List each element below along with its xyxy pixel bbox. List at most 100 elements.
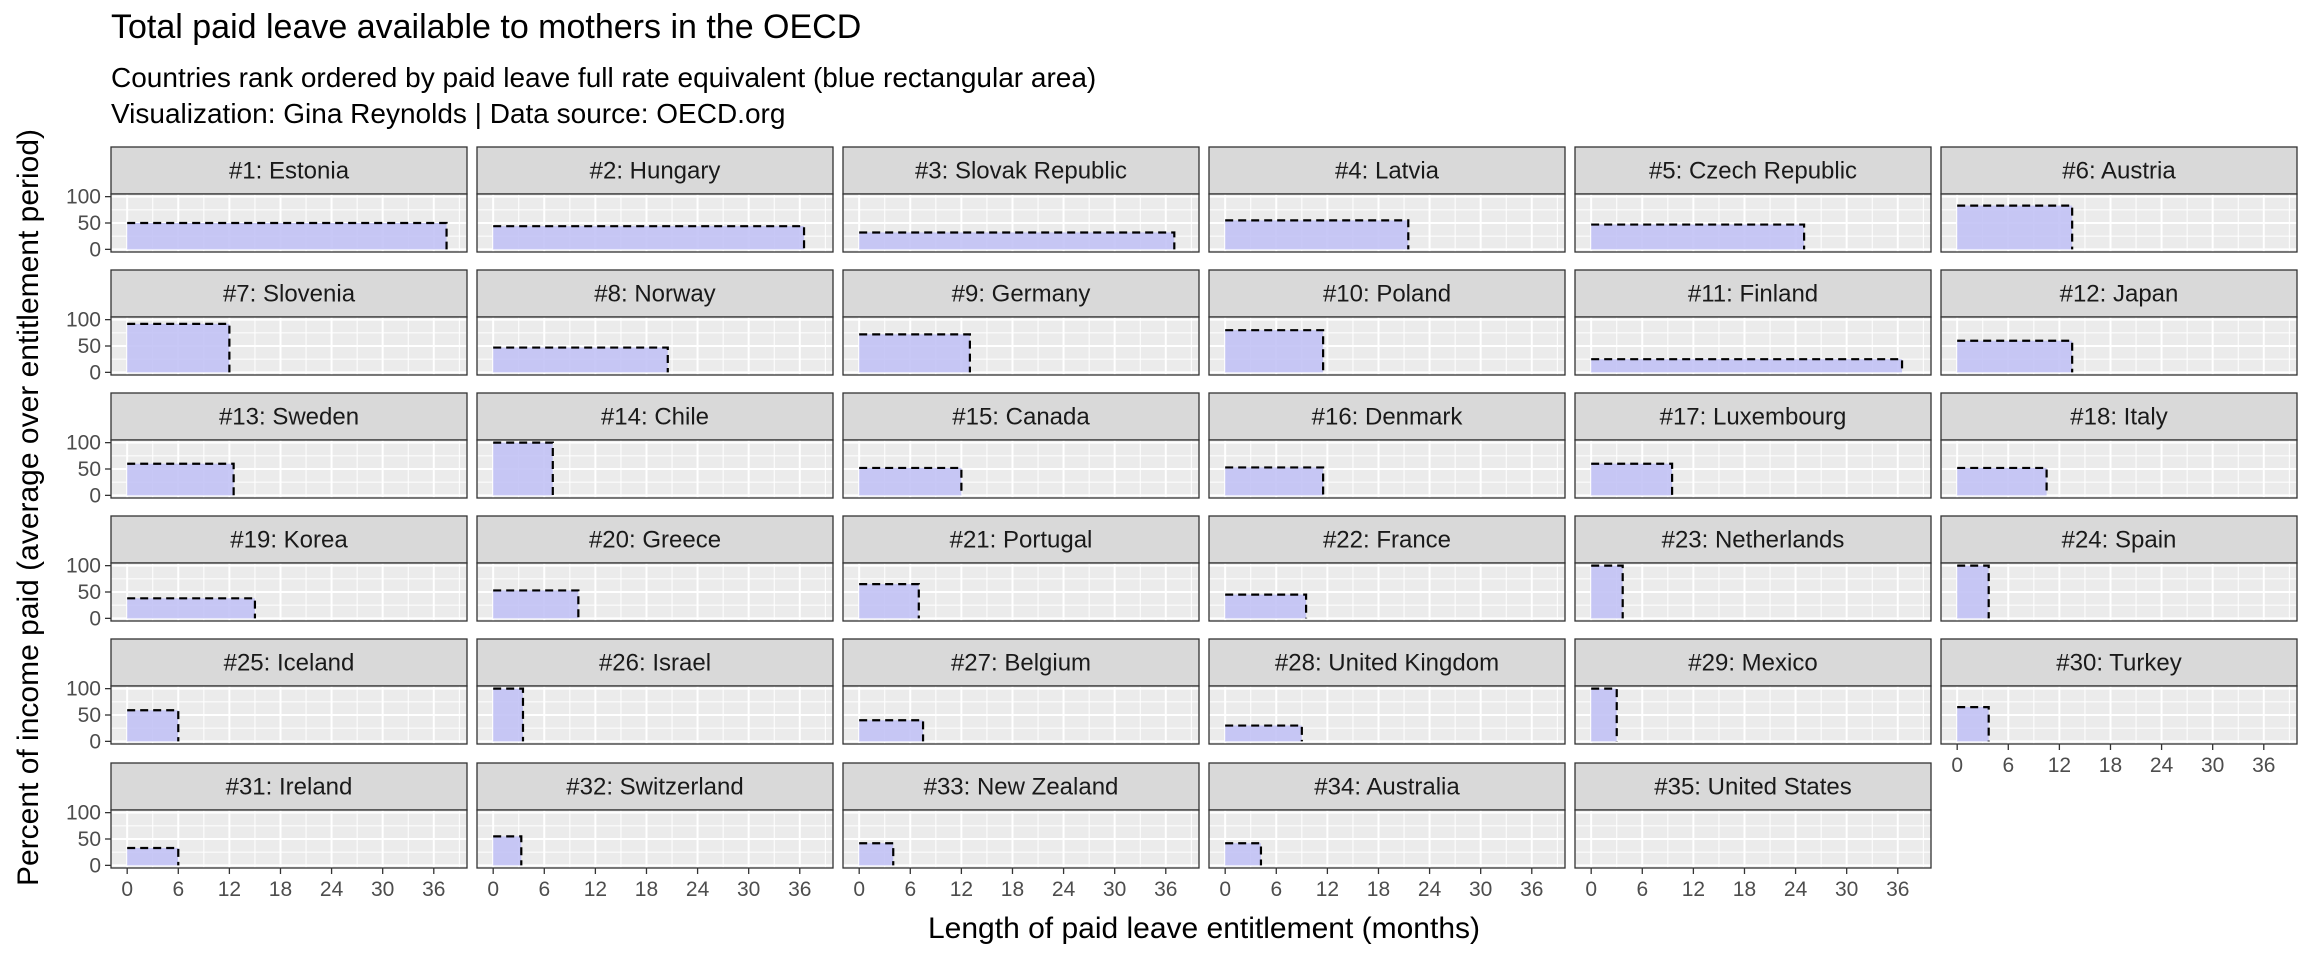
subtitle-line-1: Countries rank ordered by paid leave ful… — [111, 62, 1097, 93]
facet-panel: #27: Belgium — [842, 638, 1200, 745]
leave-area — [1957, 565, 1989, 619]
facet-panel: #24: Spain — [1940, 515, 2298, 622]
facet-label: #30: Turkey — [2056, 650, 2181, 677]
x-tick-label: 18 — [1733, 878, 1756, 901]
facet-strip — [1208, 392, 1566, 441]
leave-area — [1957, 467, 2047, 496]
leave-area — [1591, 565, 1623, 619]
x-tick-label: 6 — [904, 878, 916, 901]
facet-strip — [1940, 146, 2298, 195]
leave-area — [1591, 688, 1617, 742]
facet-panel: #23: Netherlands — [1574, 515, 1932, 622]
facet-label: #3: Slovak Republic — [915, 158, 1127, 185]
facet-panel: #19: Korea 0 50 100 — [66, 515, 468, 630]
facet-strip — [842, 392, 1200, 441]
x-tick-label: 18 — [2099, 754, 2122, 777]
facet-label: #29: Mexico — [1688, 650, 1817, 677]
facet-label: #11: Finland — [1688, 281, 1818, 308]
facet-panel: #3: Slovak Republic — [842, 146, 1200, 253]
leave-outline — [859, 231, 1176, 250]
y-axis-title: Percent of income paid (average over ent… — [12, 129, 45, 886]
facet-panel: #13: Sweden 0 50 100 — [66, 392, 468, 507]
panel-border — [1208, 809, 1566, 869]
leave-area — [127, 710, 179, 742]
x-tick-label: 6 — [2002, 754, 2014, 777]
facet-strip — [1208, 638, 1566, 687]
x-tick-label: 12 — [1682, 878, 1705, 901]
x-tick-label: 0 — [1219, 878, 1231, 901]
x-tick-label: 30 — [1469, 878, 1492, 901]
facet-label: #32: Switzerland — [566, 774, 743, 801]
x-tick-label: 18 — [1001, 878, 1024, 901]
facet-strip — [842, 269, 1200, 318]
facet-panel: #29: Mexico — [1574, 638, 1932, 745]
facet-panel: #1: Estonia 0 50 100 — [66, 146, 468, 261]
leave-outline — [127, 846, 180, 866]
x-tick-label: 36 — [1886, 878, 1909, 901]
x-tick-label: 30 — [1835, 878, 1858, 901]
leave-outline — [1591, 358, 1904, 373]
leave-outline — [1225, 219, 1410, 250]
leave-outline — [493, 225, 806, 250]
x-tick-label: 24 — [1052, 878, 1076, 901]
facet-label: #20: Greece — [589, 527, 721, 554]
leave-outline — [127, 462, 235, 496]
leave-outline — [127, 597, 257, 619]
facet-strip — [110, 146, 468, 195]
x-tick-label: 6 — [1636, 878, 1648, 901]
facet-label: #5: Czech Republic — [1649, 158, 1857, 185]
leave-area — [493, 347, 668, 373]
y-tick-label: 100 — [66, 186, 101, 209]
facet-panel: #28: United Kingdom — [1208, 638, 1566, 745]
facet-panel: #7: Slovenia 0 50 100 — [66, 269, 468, 384]
leave-area — [1225, 467, 1324, 496]
facet-strip — [1940, 392, 2298, 441]
facet-label: #8: Norway — [594, 281, 715, 308]
leave-outline — [127, 709, 180, 742]
facet-panel: #10: Poland — [1208, 269, 1566, 376]
leave-area — [1225, 843, 1261, 866]
facet-panel: #33: New Zealand 0 6 12 18 24 30 36 — [842, 762, 1200, 901]
panel-border — [476, 439, 834, 499]
leave-area — [1225, 220, 1409, 250]
panel-border — [1208, 193, 1566, 253]
x-tick-label: 12 — [1316, 878, 1339, 901]
y-tick-label: 100 — [66, 678, 101, 701]
facet-strip — [1208, 515, 1566, 564]
facet-panel: #15: Canada — [842, 392, 1200, 499]
leave-area — [493, 226, 805, 250]
facet-panel: #34: Australia 0 6 12 18 24 30 36 — [1208, 762, 1566, 901]
facet-panel: #12: Japan — [1940, 269, 2298, 376]
leave-area — [1591, 463, 1673, 496]
y-tick-label: 100 — [66, 555, 101, 578]
facet-label: #28: United Kingdom — [1275, 650, 1499, 677]
facet-strip — [110, 392, 468, 441]
leave-area — [1591, 224, 1805, 250]
panel-border — [1940, 193, 2298, 253]
facet-label: #10: Poland — [1323, 281, 1451, 308]
leave-outline — [127, 322, 231, 373]
facet-strip — [1208, 146, 1566, 195]
panel-border — [1208, 439, 1566, 499]
facet-label: #17: Luxembourg — [1660, 404, 1847, 431]
y-tick-label: 0 — [89, 854, 101, 877]
facet-panel: #5: Czech Republic — [1574, 146, 1932, 253]
panel-border — [1940, 685, 2298, 745]
x-tick-label: 36 — [1520, 878, 1543, 901]
x-tick-label: 18 — [635, 878, 658, 901]
facet-strip — [476, 515, 834, 564]
leave-outline — [127, 221, 448, 250]
facet-panel: #6: Austria — [1940, 146, 2298, 253]
leave-area — [859, 467, 962, 496]
leave-area — [859, 843, 894, 866]
y-tick-label: 0 — [89, 730, 101, 753]
leave-area — [127, 463, 234, 496]
facet-strip — [842, 515, 1200, 564]
panel-border — [1208, 685, 1566, 745]
facet-strip — [476, 146, 834, 195]
facet-label: #21: Portugal — [950, 527, 1093, 554]
facet-panel: #30: Turkey 0 6 12 18 24 30 36 — [1940, 638, 2298, 777]
facet-strip — [842, 638, 1200, 687]
leave-outline — [859, 466, 963, 496]
